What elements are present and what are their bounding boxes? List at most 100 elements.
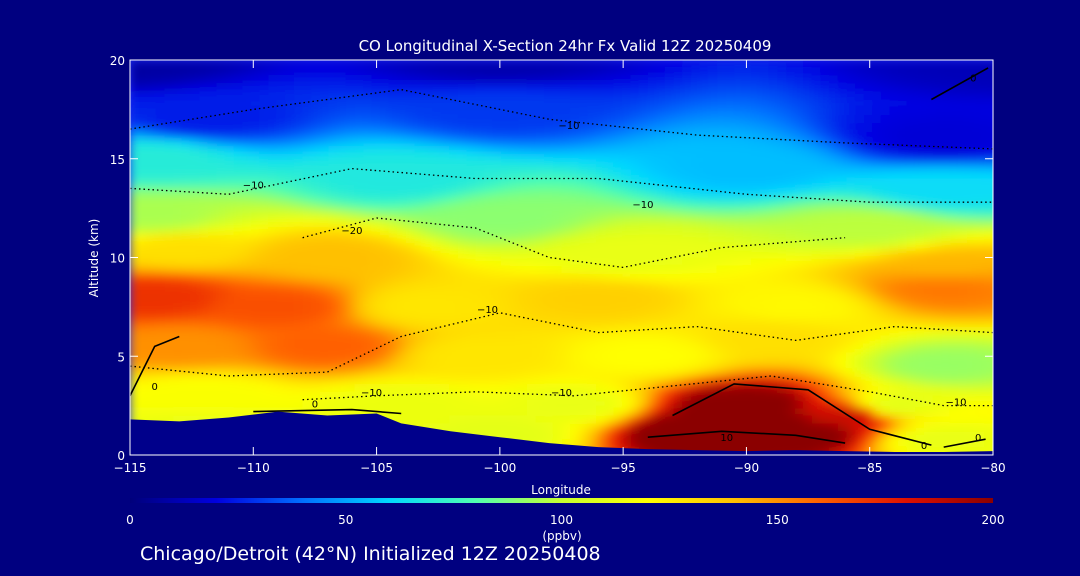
- field-cell: [164, 233, 174, 243]
- field-cell: [423, 289, 433, 298]
- field-cell: [130, 131, 140, 140]
- field-cell: [621, 297, 632, 306]
- field-cell: [518, 178, 528, 187]
- field-cell: [501, 391, 511, 401]
- field-cell: [958, 328, 968, 338]
- field-cell: [630, 281, 640, 290]
- field-cell: [242, 328, 252, 338]
- field-cell: [941, 383, 951, 393]
- field-cell: [768, 194, 778, 203]
- field-cell: [199, 297, 209, 306]
- field-cell: [138, 336, 148, 345]
- field-cell: [958, 320, 968, 330]
- field-cell: [923, 186, 934, 195]
- field-cell: [224, 170, 235, 180]
- field-cell: [647, 91, 658, 101]
- field-cell: [820, 225, 830, 235]
- field-cell: [708, 249, 718, 259]
- field-cell: [613, 202, 623, 211]
- field-cell: [285, 376, 295, 385]
- field-cell: [233, 368, 243, 377]
- field-cell: [259, 265, 269, 274]
- field-cell: [829, 123, 839, 132]
- field-cell: [725, 67, 735, 77]
- field-cell: [544, 423, 554, 432]
- field-cell: [759, 115, 770, 124]
- field-cell: [587, 273, 597, 282]
- field-cell: [682, 146, 692, 156]
- field-cell: [829, 154, 839, 164]
- field-cell: [829, 360, 839, 369]
- field-cell: [397, 186, 407, 195]
- field-cell: [233, 60, 243, 69]
- field-cell: [768, 170, 778, 180]
- field-cell: [647, 383, 658, 393]
- field-cell: [181, 131, 192, 140]
- field-cell: [967, 297, 977, 306]
- field-cell: [829, 60, 839, 69]
- field-cell: [544, 83, 554, 93]
- field-cell: [414, 83, 425, 93]
- field-cell: [794, 154, 804, 164]
- field-cell: [578, 399, 588, 409]
- field-cell: [785, 368, 796, 377]
- field-cell: [803, 281, 813, 290]
- field-cell: [846, 60, 856, 69]
- field-cell: [785, 91, 796, 101]
- field-cell: [526, 391, 537, 401]
- field-cell: [363, 139, 373, 148]
- field-cell: [466, 336, 476, 345]
- field-cell: [440, 75, 450, 85]
- field-cell: [354, 257, 364, 266]
- field-cell: [811, 218, 821, 227]
- field-cell: [164, 399, 174, 409]
- field-cell: [337, 249, 347, 259]
- field-cell: [587, 431, 597, 440]
- field-cell: [656, 194, 666, 203]
- field-cell: [898, 344, 908, 353]
- field-cell: [708, 233, 718, 243]
- field-cell: [915, 194, 925, 203]
- field-cell: [846, 67, 856, 77]
- field-cell: [682, 383, 692, 393]
- field-cell: [949, 328, 960, 338]
- field-cell: [224, 249, 235, 259]
- field-cell: [829, 376, 839, 385]
- field-cell: [596, 60, 606, 69]
- field-cell: [604, 225, 614, 235]
- field-cell: [915, 415, 925, 424]
- field-cell: [846, 281, 856, 290]
- field-cell: [578, 273, 588, 282]
- field-cell: [716, 376, 727, 385]
- field-cell: [889, 320, 899, 330]
- field-cell: [509, 431, 519, 440]
- field-cell: [397, 265, 407, 274]
- field-cell: [147, 312, 157, 322]
- field-cell: [673, 123, 683, 132]
- field-cell: [526, 233, 537, 243]
- field-cell: [268, 99, 278, 108]
- field-cell: [716, 439, 727, 448]
- field-cell: [872, 383, 882, 393]
- field-cell: [466, 328, 476, 338]
- field-cell: [639, 312, 649, 322]
- field-cell: [147, 60, 157, 69]
- field-cell: [190, 455, 199, 464]
- field-cell: [536, 455, 545, 464]
- field-cell: [138, 218, 148, 227]
- field-cell: [440, 91, 450, 101]
- field-cell: [414, 407, 425, 417]
- field-cell: [337, 455, 346, 464]
- field-cell: [406, 320, 416, 330]
- field-cell: [949, 281, 960, 290]
- field-cell: [337, 391, 347, 401]
- field-cell: [880, 423, 891, 432]
- field-cell: [596, 178, 606, 187]
- field-cell: [690, 289, 701, 298]
- field-cell: [337, 344, 347, 353]
- field-cell: [949, 178, 960, 187]
- field-cell: [501, 304, 511, 314]
- field-cell: [734, 83, 744, 93]
- field-cell: [837, 265, 847, 274]
- field-cell: [880, 344, 891, 353]
